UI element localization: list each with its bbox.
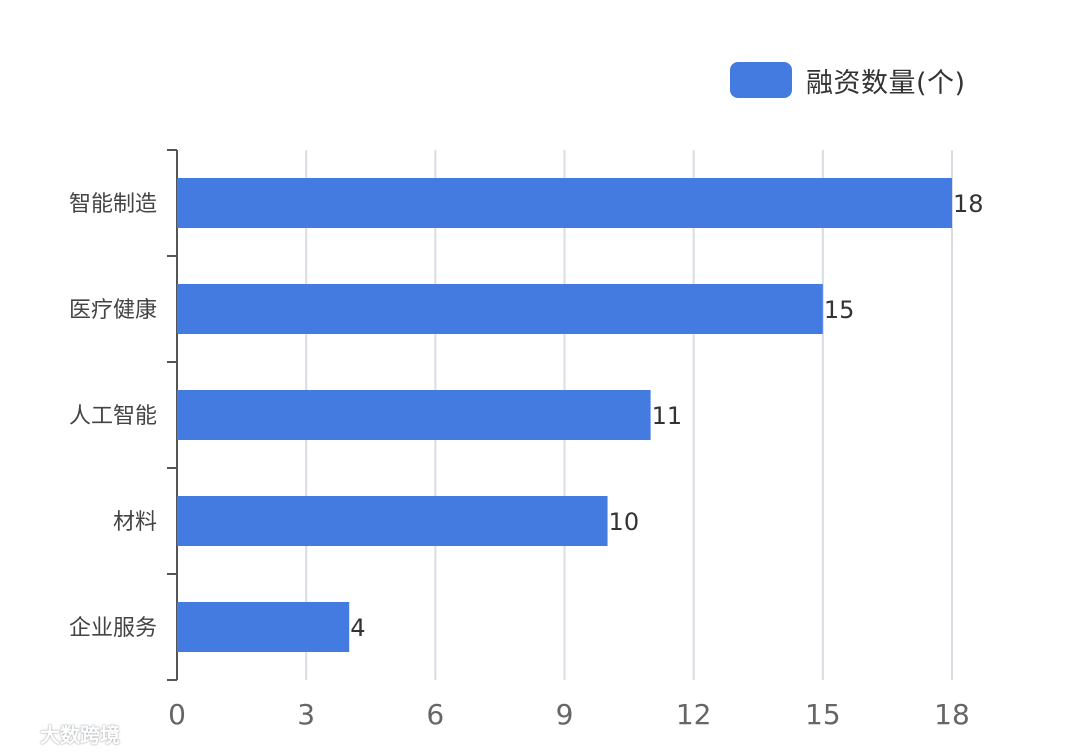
data-label: 18 [953, 190, 984, 218]
x-tick-label: 15 [805, 698, 841, 731]
data-label: 11 [652, 402, 683, 430]
watermark-text: 大数跨境 [40, 722, 120, 747]
x-tick-label: 18 [934, 698, 970, 731]
x-tick-label: 3 [297, 698, 315, 731]
category-label: 医疗健康 [69, 298, 157, 323]
x-tick-label: 6 [426, 698, 444, 731]
x-tick-label: 9 [556, 698, 574, 731]
category-label: 人工智能 [69, 404, 157, 429]
legend-swatch [730, 62, 792, 98]
x-tick-label: 12 [676, 698, 712, 731]
watermark-logo-icon [6, 725, 36, 741]
data-label: 4 [350, 614, 365, 642]
bar[interactable] [177, 390, 651, 440]
watermark: 大数跨境 [6, 718, 120, 748]
bar[interactable] [177, 602, 350, 652]
category-label: 企业服务 [69, 616, 157, 641]
data-label: 15 [824, 296, 855, 324]
bar[interactable] [177, 496, 608, 546]
x-tick-label: 0 [168, 698, 186, 731]
category-label: 智能制造 [69, 192, 157, 217]
category-label: 材料 [113, 510, 157, 535]
chart-legend[interactable]: 融资数量(个) [730, 60, 966, 100]
bar[interactable] [177, 178, 952, 228]
bar[interactable] [177, 284, 823, 334]
legend-label: 融资数量(个) [806, 67, 966, 99]
data-label: 10 [609, 508, 640, 536]
